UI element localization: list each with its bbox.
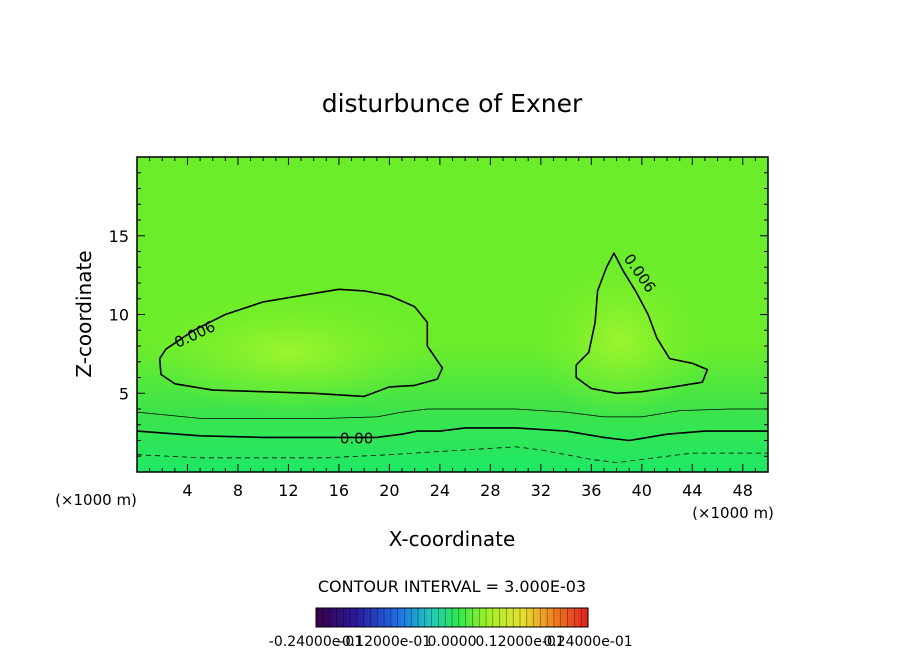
contour-line xyxy=(137,446,768,463)
x-tick-label: 36 xyxy=(581,481,601,500)
x-tick-label: 20 xyxy=(379,481,399,500)
field-high-region-left xyxy=(140,292,440,412)
x-tick-label: 24 xyxy=(430,481,450,500)
colorbar-label: 0.0000 xyxy=(428,634,477,650)
x-tick-label: 40 xyxy=(632,481,652,500)
contour-line xyxy=(575,252,709,395)
x-tick-label: 12 xyxy=(278,481,298,500)
y-tick-label: 10 xyxy=(109,306,129,325)
field-high-region-right xyxy=(535,260,705,420)
x-axis-unit: (×1000 m) xyxy=(692,504,774,522)
contour-lines xyxy=(137,252,768,463)
y-tick-label: 15 xyxy=(109,227,129,246)
y-tick-label: 5 xyxy=(119,384,129,403)
colorbar-label: 0.12000e-01 xyxy=(475,634,564,650)
x-axis-label: X-coordinate xyxy=(389,527,516,551)
colorbar-ticks xyxy=(315,608,589,627)
plot-field xyxy=(137,157,768,472)
x-tick-label: 8 xyxy=(233,481,243,500)
x-tick-label: 48 xyxy=(733,481,753,500)
x-tick-label: 4 xyxy=(182,481,192,500)
y-axis-ticks: 5 10 15 xyxy=(109,156,768,473)
x-axis-ticks: 4 8 12 16 20 24 28 32 36 40 44 48 xyxy=(136,157,769,500)
x-tick-label: 16 xyxy=(329,481,349,500)
y-axis-unit: (×1000 m) xyxy=(55,491,137,509)
x-tick-label: 32 xyxy=(531,481,551,500)
contour-label: 0.00 xyxy=(340,429,373,447)
x-tick-label: 44 xyxy=(682,481,702,500)
contour-line xyxy=(137,408,768,419)
contour-line xyxy=(158,288,444,398)
contour-line xyxy=(137,427,768,442)
colorbar-label: -0.24000e-01 xyxy=(269,634,363,650)
y-axis-label: Z-coordinate xyxy=(72,250,96,377)
contour-interval-label: CONTOUR INTERVAL = 3.000E-03 xyxy=(318,577,586,596)
colorbar-labels: -0.24000e-01 -0.12000e-01 0.0000 0.12000… xyxy=(269,634,633,650)
chart-title: disturbunce of Exner xyxy=(322,89,583,118)
colorbar-label: 0.24000e-01 xyxy=(543,634,632,650)
colorbar-label: -0.12000e-01 xyxy=(337,634,431,650)
x-tick-label: 28 xyxy=(480,481,500,500)
